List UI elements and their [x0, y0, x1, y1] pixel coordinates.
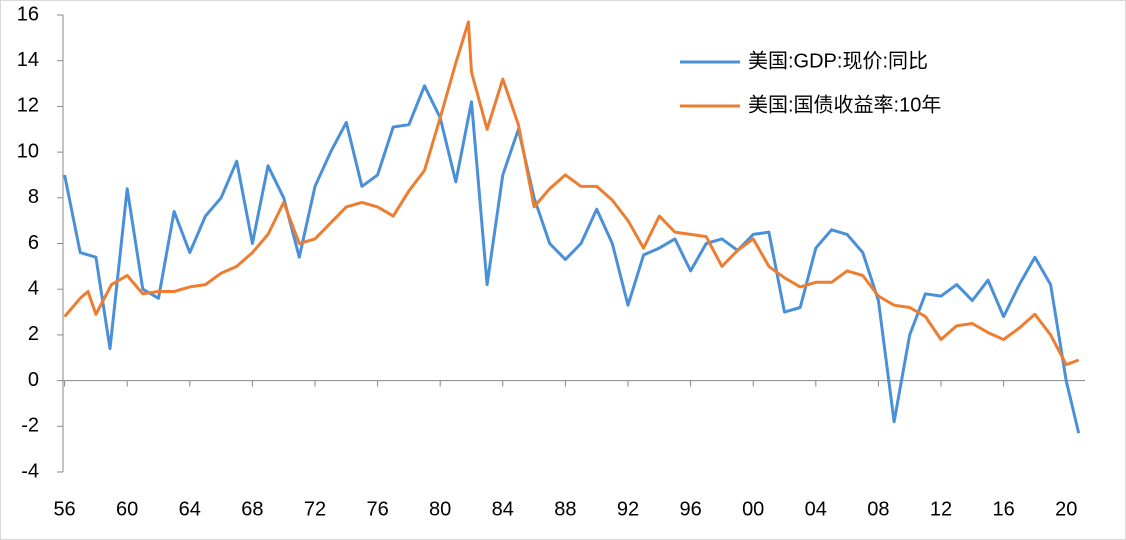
x-tick-label: 64	[179, 498, 201, 520]
y-tick-label: -2	[21, 415, 39, 437]
x-tick-label: 60	[116, 498, 138, 520]
x-tick-label: 80	[429, 498, 451, 520]
x-tick-label: 96	[679, 498, 701, 520]
x-tick-label: 16	[992, 498, 1014, 520]
legend-label: 美国:GDP:现价:同比	[748, 49, 928, 72]
x-tick-label: 68	[241, 498, 263, 520]
x-tick-label: 92	[617, 498, 639, 520]
x-tick-label: 56	[53, 498, 75, 520]
y-tick-label: -4	[21, 460, 39, 482]
x-tick-label: 72	[304, 498, 326, 520]
y-tick-label: 2	[28, 323, 39, 345]
x-tick-label: 84	[492, 498, 514, 520]
x-tick-label: 08	[867, 498, 889, 520]
legend-label: 美国:国债收益率:10年	[748, 93, 941, 116]
x-tick-label: 20	[1055, 498, 1077, 520]
y-tick-label: 10	[17, 140, 39, 162]
x-tick-label: 00	[742, 498, 764, 520]
x-tick-label: 04	[805, 498, 827, 520]
x-tick-label: 88	[554, 498, 576, 520]
y-tick-label: 6	[28, 232, 39, 254]
y-tick-label: 12	[17, 95, 39, 117]
y-tick-label: 14	[17, 49, 39, 71]
y-tick-label: 0	[28, 369, 39, 391]
x-tick-label: 12	[930, 498, 952, 520]
y-tick-label: 4	[28, 277, 39, 299]
series-line	[63, 84, 1081, 434]
y-tick-label: 8	[28, 186, 39, 208]
x-tick-label: 76	[366, 498, 388, 520]
series-line	[63, 20, 1080, 367]
y-tick-label: 16	[17, 3, 39, 25]
